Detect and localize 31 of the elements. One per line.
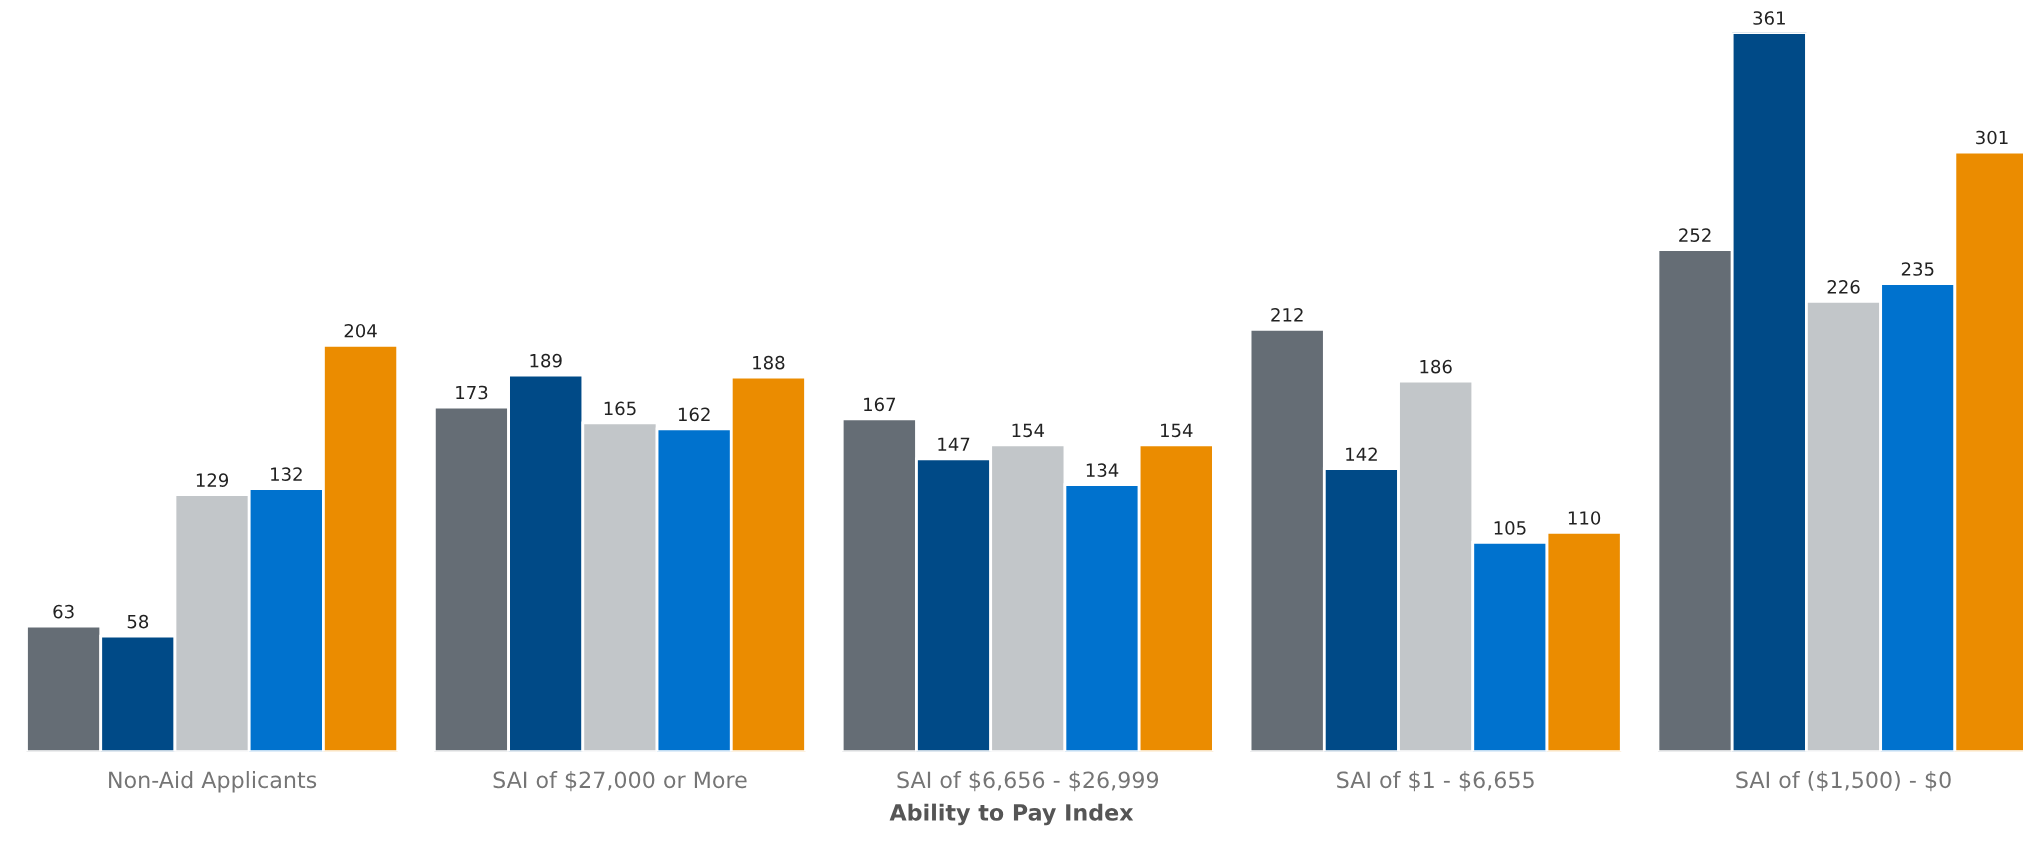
data-label: 105 bbox=[1494, 521, 1526, 535]
data-label: 235 bbox=[1901, 262, 1934, 276]
data-label: 162 bbox=[678, 407, 710, 422]
data-label: 165 bbox=[604, 401, 636, 416]
data-label: 189 bbox=[530, 353, 562, 368]
x-tick-label: Non-Aid Applicants bbox=[109, 771, 317, 793]
x-tick-label: SAI of ($1,500) - $0 bbox=[1736, 771, 1951, 792]
data-label: 212 bbox=[1271, 307, 1303, 322]
x-axis-title: Ability to Pay Index bbox=[889, 803, 1134, 826]
data-label: 110 bbox=[1568, 511, 1601, 525]
data-label: 301 bbox=[1976, 130, 2008, 145]
data-label: 154 bbox=[1012, 423, 1045, 438]
data-label: 134 bbox=[1086, 463, 1119, 477]
data-label: 142 bbox=[1346, 447, 1377, 461]
data-label: 204 bbox=[344, 323, 377, 338]
x-tick-label: SAI of $27,000 or More bbox=[493, 771, 747, 792]
data-label: 173 bbox=[456, 385, 488, 400]
data-label: 167 bbox=[864, 397, 896, 412]
x-tick-label: SAI of $1 - $6,655 bbox=[1337, 771, 1534, 792]
data-label: 129 bbox=[196, 473, 229, 487]
data-label: 188 bbox=[753, 355, 785, 370]
data-label: 226 bbox=[1827, 280, 1860, 294]
x-tick-label: SAI of $6,656 - $26,999 bbox=[897, 771, 1159, 792]
data-label: 58 bbox=[127, 614, 149, 629]
data-label: 147 bbox=[938, 437, 970, 451]
data-label: 361 bbox=[1753, 11, 1785, 25]
data-label: 132 bbox=[271, 467, 302, 481]
data-label: 154 bbox=[1161, 423, 1193, 438]
data-label: 63 bbox=[53, 604, 74, 619]
data-label: 252 bbox=[1679, 228, 1711, 242]
data-label: 186 bbox=[1420, 359, 1452, 374]
